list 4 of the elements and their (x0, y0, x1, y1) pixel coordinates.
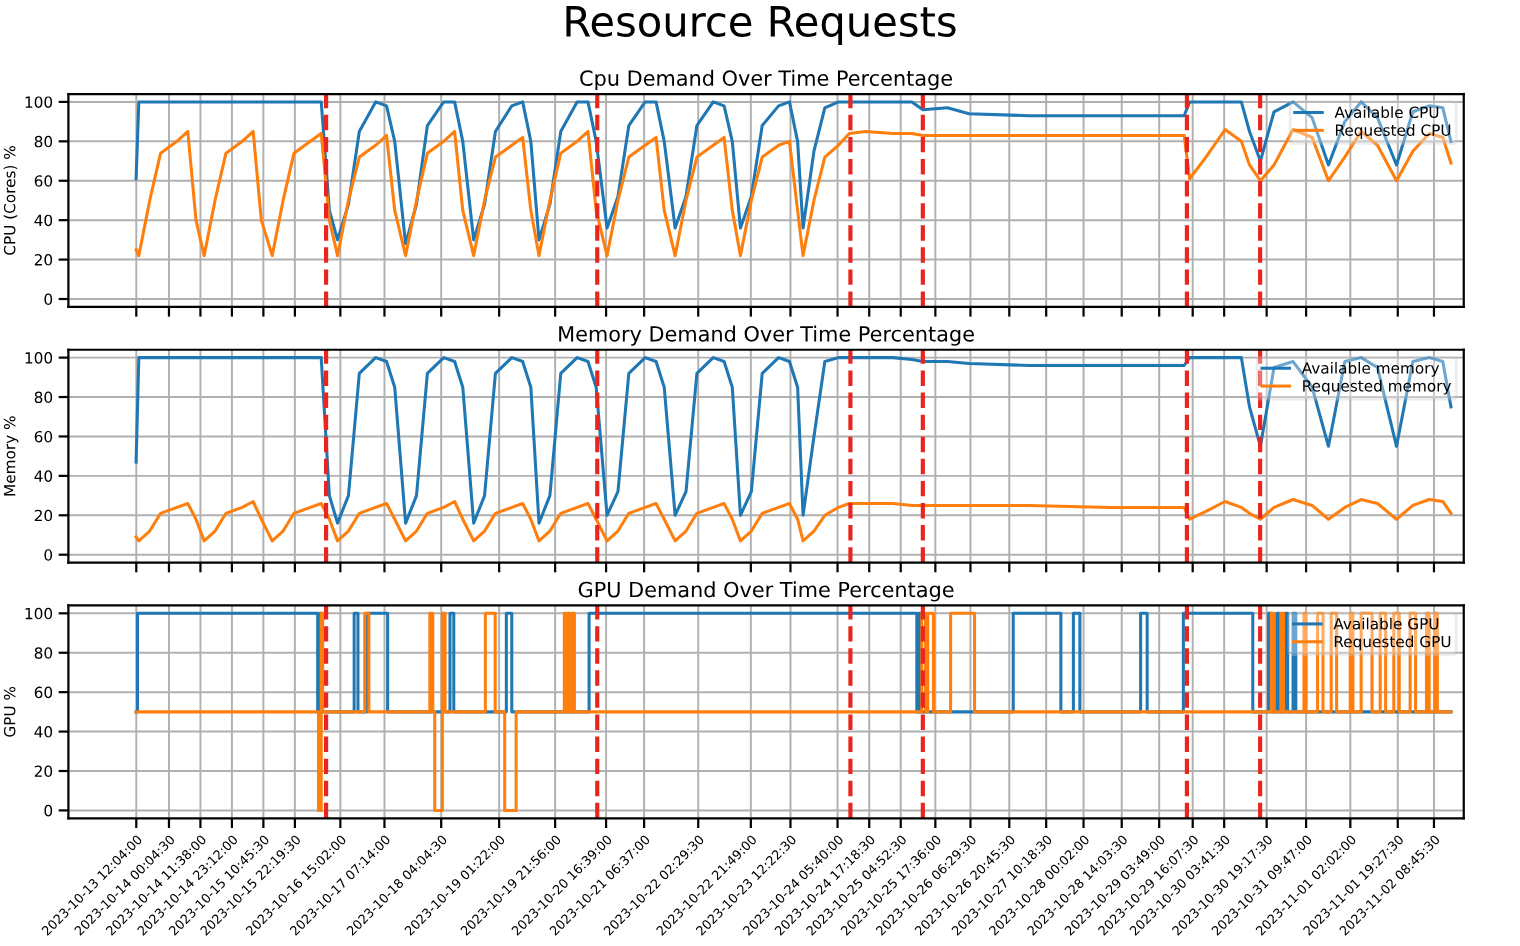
chart-title: Memory Demand Over Time Percentage (559, 325, 974, 346)
chart-title: GPU Demand Over Time Percentage (578, 581, 954, 602)
chart-subtitle: Cpu Demand Over Time Percentage (580, 69, 952, 91)
chart-title: Resource Requests (566, 6, 956, 46)
